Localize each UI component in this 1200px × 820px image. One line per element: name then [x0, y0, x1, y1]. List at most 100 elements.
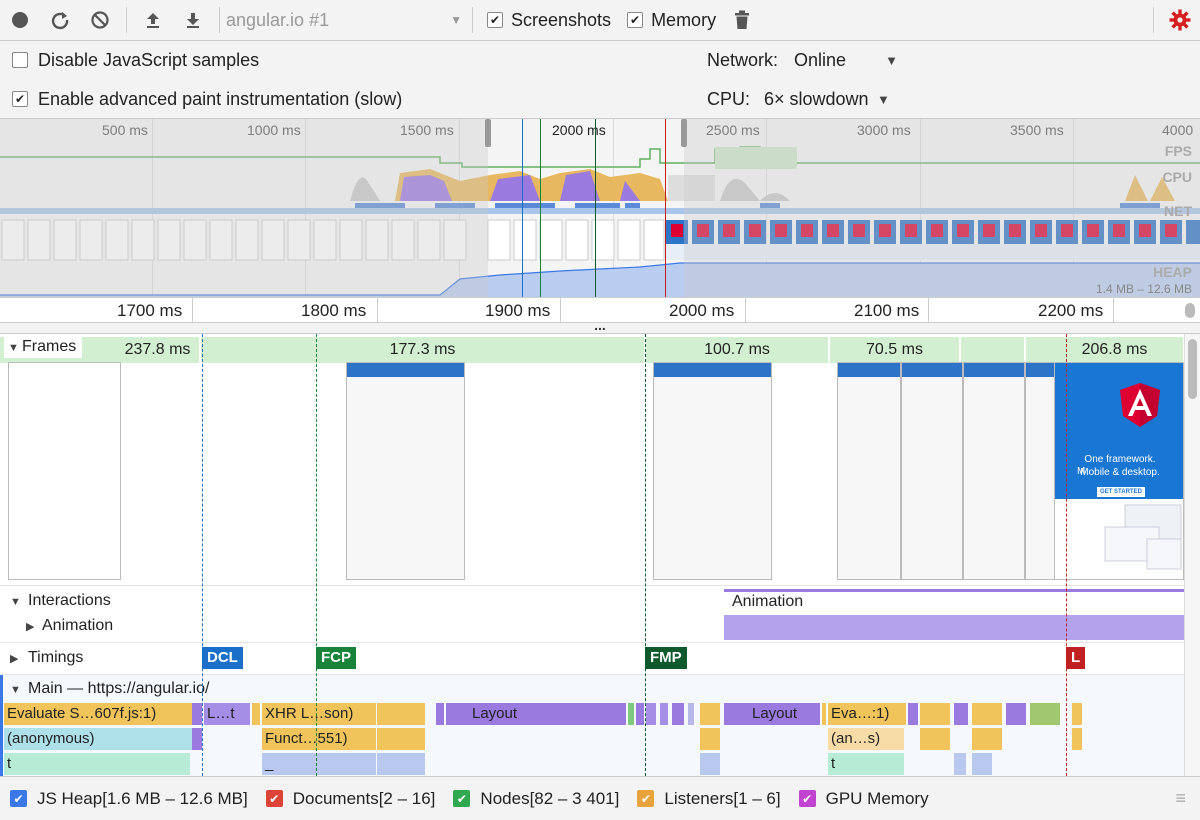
frame-duration[interactable]: 206.8 ms [1026, 337, 1184, 363]
cpu-throttle-select[interactable]: 6× slowdown ▼ [764, 89, 894, 110]
frame-screenshot[interactable] [963, 362, 1025, 580]
flame-event-t[interactable]: t [828, 753, 904, 775]
flame-event[interactable] [700, 753, 720, 775]
nodes-label: Nodes[82 – 3 401] [480, 788, 620, 808]
disable-js-samples-checkbox[interactable] [12, 52, 28, 68]
load-profile-button[interactable] [133, 0, 173, 41]
frame-screenshot[interactable] [837, 362, 901, 580]
flame-event[interactable] [822, 703, 826, 725]
gpu-memory-counter[interactable]: ✔ GPU Memory [798, 789, 929, 809]
clear-button[interactable] [80, 0, 120, 41]
flame-event-anonymous[interactable]: (anonymous) [4, 728, 192, 750]
listeners-counter[interactable]: ✔ Listeners[1 – 6] [637, 789, 781, 809]
flame-event[interactable] [1072, 703, 1082, 725]
interactions-track-header[interactable]: ▼ Interactions [10, 592, 111, 610]
ruler-scroll-handle[interactable] [1185, 303, 1195, 318]
advanced-paint-checkbox[interactable] [12, 91, 28, 107]
profile-select[interactable]: angular.io #1 ▼ [226, 5, 466, 35]
flame-event[interactable] [972, 728, 1002, 750]
flame-event-xhr-load[interactable]: XHR L…son) [262, 703, 376, 725]
frame-screenshot[interactable] [653, 362, 772, 580]
screenshots-checkbox[interactable] [487, 12, 503, 28]
flame-event[interactable] [700, 703, 720, 725]
flamechart-scrollbar[interactable] [1184, 334, 1200, 776]
load-marker[interactable]: L [1066, 647, 1086, 669]
flame-event[interactable] [920, 703, 950, 725]
flame-event-anonymous[interactable]: (an…s) [828, 728, 904, 750]
fcp-marker[interactable]: FCP [316, 647, 356, 669]
main-thread-header[interactable]: ▼ Main — https://angular.io/ [10, 680, 209, 698]
dcl-marker[interactable]: DCL [202, 647, 243, 669]
animation-subtrack-header[interactable]: ▶ Animation [26, 617, 113, 635]
frame-screenshot[interactable] [901, 362, 963, 580]
capture-settings-button[interactable] [1160, 0, 1200, 41]
flame-event-evaluate-script[interactable]: Evaluate S…607f.js:1) [4, 703, 192, 725]
scrollbar-thumb[interactable] [1188, 339, 1197, 399]
frames-track-header[interactable]: ▼ Frames [4, 336, 83, 358]
network-throttle-select[interactable]: Online ▼ [794, 50, 904, 71]
listeners-checkbox[interactable]: ✔ [637, 790, 655, 807]
save-profile-button[interactable] [173, 0, 213, 41]
flame-event-layout[interactable]: Layout [724, 703, 820, 725]
fmp-marker[interactable]: FMP [645, 647, 687, 669]
resize-handle[interactable]: ... [0, 318, 1200, 334]
gpu-memory-checkbox[interactable]: ✔ [798, 790, 816, 807]
nodes-checkbox[interactable]: ✔ [453, 790, 471, 807]
fcp-guide-line [316, 334, 317, 776]
flame-event[interactable] [1072, 728, 1082, 750]
documents-counter[interactable]: ✔ Documents[2 – 16] [265, 789, 435, 809]
flame-event-underscore[interactable]: _ [262, 753, 376, 775]
flame-event-t[interactable]: t [4, 753, 190, 775]
flame-event[interactable] [688, 703, 694, 725]
documents-checkbox[interactable]: ✔ [265, 790, 283, 807]
flame-event[interactable] [1030, 703, 1060, 725]
flame-event[interactable] [636, 703, 644, 725]
flame-event[interactable] [377, 753, 425, 775]
flame-event[interactable] [908, 703, 918, 725]
flame-event[interactable] [377, 728, 425, 750]
flame-event[interactable] [972, 753, 992, 775]
frame-duration[interactable]: 177.3 ms [201, 337, 645, 363]
flame-event-layout[interactable]: L…t [204, 703, 250, 725]
flame-event[interactable] [672, 703, 684, 725]
record-button[interactable] [0, 0, 40, 41]
flame-event[interactable] [954, 753, 966, 775]
flame-event-layout[interactable]: Layout [446, 703, 626, 725]
flame-event[interactable] [660, 703, 668, 725]
animation-bar[interactable] [724, 615, 1184, 640]
reload-record-button[interactable] [40, 0, 80, 41]
flamechart-area[interactable]: 237.8 ms 177.3 ms 100.7 ms 70.5 ms 206.8… [0, 334, 1184, 776]
flame-event[interactable] [920, 728, 950, 750]
frame-duration[interactable]: 100.7 ms [646, 337, 829, 363]
flame-event[interactable] [252, 703, 260, 725]
js-heap-checkbox[interactable]: ✔ [10, 790, 27, 807]
flame-event[interactable] [1006, 703, 1026, 725]
flame-event-evaluate-script[interactable]: Eva…:1) [828, 703, 906, 725]
flame-event[interactable] [700, 728, 720, 750]
collect-garbage-button[interactable] [722, 0, 762, 41]
flame-event[interactable] [972, 703, 1002, 725]
flame-event[interactable] [954, 703, 968, 725]
timings-track-header[interactable]: ▶ Timings [10, 649, 83, 667]
fmp-guide-line [645, 334, 646, 776]
js-heap-counter[interactable]: ✔ JS Heap[1.6 MB – 12.6 MB] [10, 789, 248, 809]
flame-event[interactable] [628, 703, 634, 725]
flame-event[interactable] [192, 728, 202, 750]
frame-screenshot[interactable] [1025, 362, 1055, 580]
frame-duration[interactable]: 70.5 ms [830, 337, 960, 363]
selection-handle-right[interactable] [681, 119, 687, 147]
frame-screenshot[interactable] [8, 362, 121, 580]
frame-screenshot[interactable] [346, 362, 465, 580]
frame-duration[interactable] [961, 337, 1025, 363]
memory-checkbox[interactable] [627, 12, 644, 28]
frame-screenshot-angular[interactable]: M One framework. Mobile & desktop. GET S… [1054, 362, 1184, 580]
selection-handle-left[interactable] [485, 119, 491, 147]
timeline-overview[interactable]: 500 ms 1000 ms 1500 ms 2500 ms 3000 ms 3… [0, 119, 1200, 297]
nodes-counter[interactable]: ✔ Nodes[82 – 3 401] [453, 789, 619, 809]
flame-event[interactable] [436, 703, 444, 725]
flame-event-function-call[interactable]: Funct…551) [262, 728, 376, 750]
flame-event[interactable] [377, 703, 425, 725]
flame-event[interactable] [646, 703, 656, 725]
flame-event[interactable] [192, 703, 202, 725]
drag-handle-icon[interactable]: ≡ [1175, 788, 1186, 808]
